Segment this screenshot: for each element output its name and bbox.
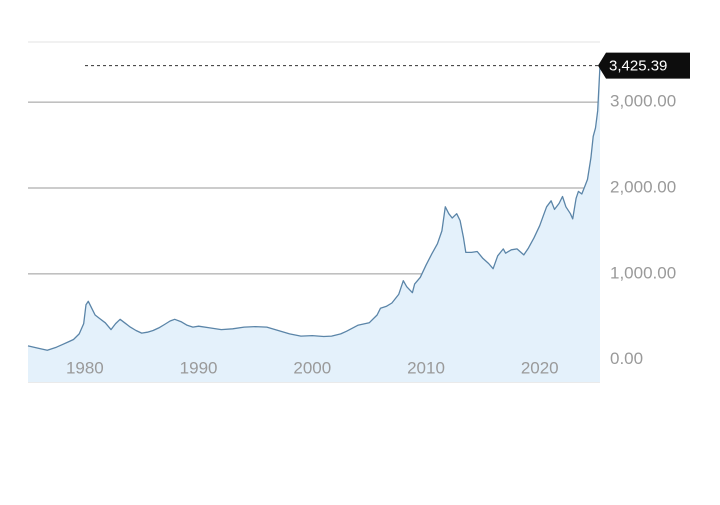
x-tick-label: 1990 xyxy=(180,358,218,377)
last-value-label: 3,425.39 xyxy=(609,58,667,75)
last-value-badge xyxy=(598,52,690,79)
y-tick-label: 2,000.00 xyxy=(610,177,676,196)
x-tick-labels: 1980 1990 2000 2010 2020 xyxy=(66,358,559,377)
last-value-marker: 3,425.39 xyxy=(85,52,690,79)
x-tick-label: 1980 xyxy=(66,358,104,377)
x-tick-label: 2020 xyxy=(521,358,559,377)
x-tick-label: 2010 xyxy=(407,358,445,377)
y-tick-labels: 0.00 1,000.00 2,000.00 3,000.00 xyxy=(610,92,676,369)
y-tick-label: 0.00 xyxy=(610,349,643,368)
y-tick-label: 1,000.00 xyxy=(610,263,676,282)
price-line xyxy=(27,65,601,351)
y-tick-label: 3,000.00 xyxy=(610,92,676,111)
area-fill xyxy=(28,65,600,382)
x-tick-label: 2000 xyxy=(293,358,331,377)
series-layer xyxy=(27,65,601,382)
